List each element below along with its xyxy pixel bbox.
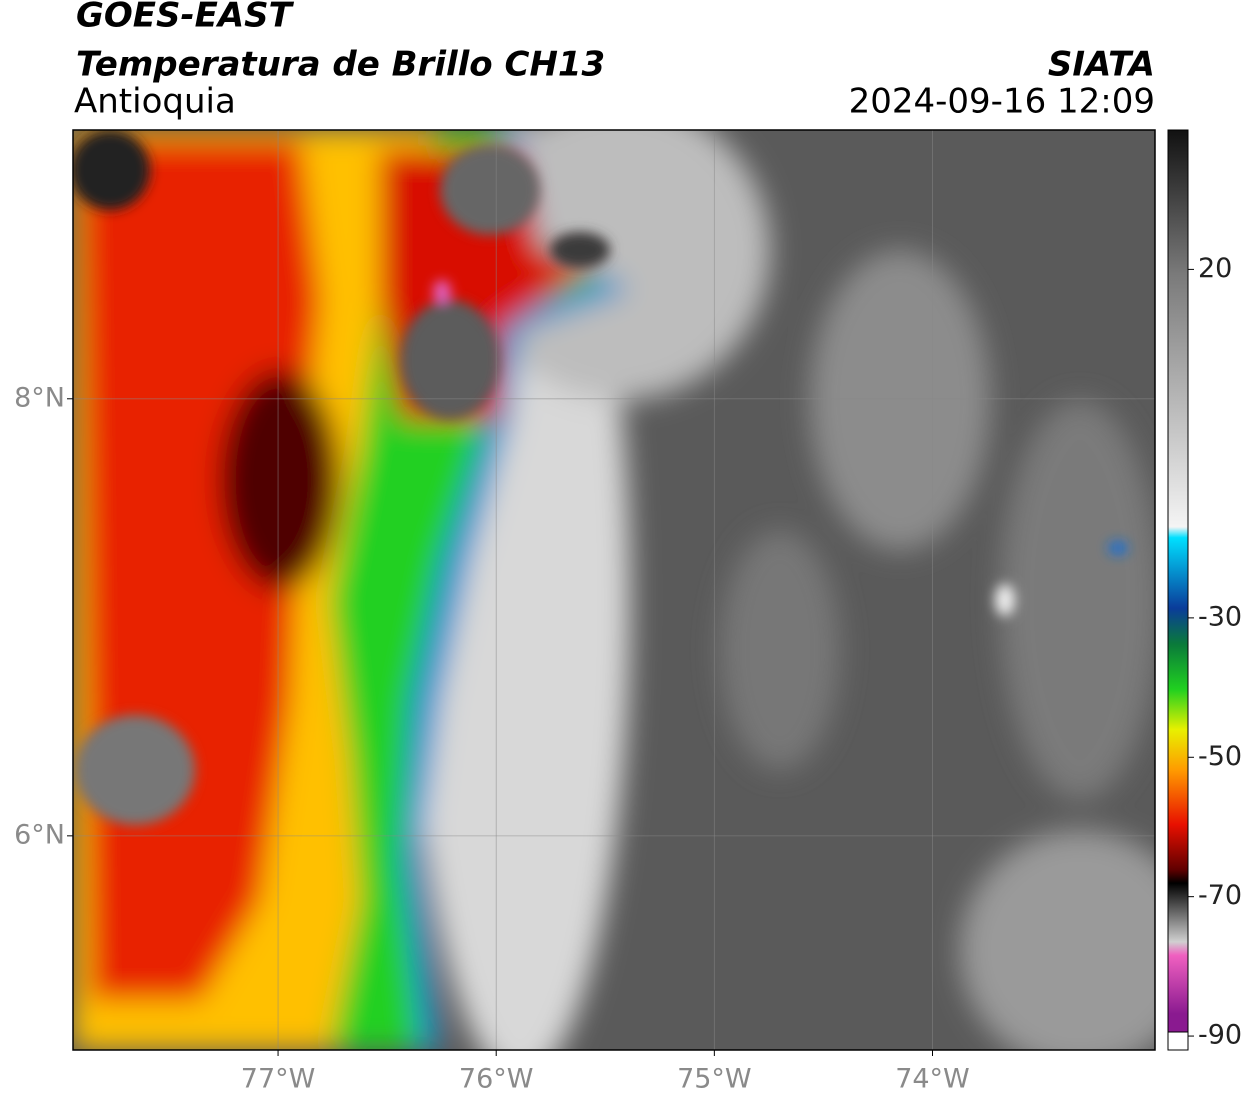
region: Antioquia [74,82,236,122]
colorbar [1168,130,1188,1032]
colorbar-frame [1167,129,1189,1051]
x-tick-label: 75°W [677,1064,752,1095]
colorbar-tick-label: -70 [1198,880,1242,911]
y-tick-label: 6°N [14,819,65,850]
datetime: 2024-09-16 12:09 [849,82,1155,122]
colorbar-extension [1167,1031,1189,1051]
subtitle: Temperatura de Brillo CH13 [76,45,605,85]
map-frame [72,129,1156,1051]
source: SIATA [1048,45,1155,85]
colorbar-tick-label: -50 [1198,741,1242,772]
colorbar-tick-label: -30 [1198,601,1242,632]
colorbar-tick-label: 20 [1198,253,1232,284]
colorbar-tick-label: -90 [1198,1020,1242,1051]
x-tick-label: 74°W [895,1064,970,1095]
title: GOES-EAST [76,0,295,36]
x-tick-label: 76°W [459,1064,534,1095]
x-tick-label: 77°W [241,1064,316,1095]
satellite-image [73,130,1155,1050]
y-tick-label: 8°N [14,382,65,413]
